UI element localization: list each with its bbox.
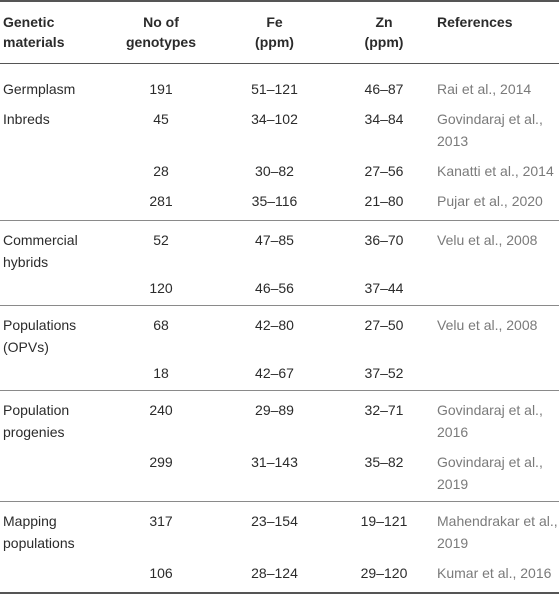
- cell-material: Populations (OPVs): [3, 317, 77, 355]
- table-row: Commercial hybrids 52 47–85 36–70 Velu e…: [0, 221, 559, 274]
- cell-reference: Velu et al., 2008: [437, 317, 538, 333]
- cell-genotypes: 68: [153, 317, 169, 333]
- cell-genotypes: 28: [153, 163, 169, 179]
- cell-material: Inbreds: [3, 111, 50, 127]
- header-no-of-genotypes: No of genotypes: [104, 0, 218, 64]
- cell-reference: [437, 273, 559, 306]
- table-row: Populations (OPVs) 68 42–80 27–50 Velu e…: [0, 306, 559, 359]
- table-row: Inbreds 45 34–102 34–84 Govindaraj et al…: [0, 100, 559, 152]
- cell-genotypes: 240: [149, 402, 173, 418]
- cell-zn: 35–82: [331, 443, 437, 502]
- cell-genotypes: 299: [104, 443, 218, 502]
- header-references: References: [437, 0, 559, 64]
- cell-material: [0, 443, 104, 502]
- header-no-of-genotypes-line1: No of: [143, 14, 179, 30]
- cell-reference: Mahendrakar et al., 2019: [437, 513, 558, 551]
- cell-genotypes: 52: [153, 232, 169, 248]
- cell-genotypes: 45: [153, 111, 169, 127]
- cell-material: Mapping populations: [3, 513, 75, 551]
- table-row: 120 46–56 37–44: [0, 273, 559, 306]
- cell-reference: Kanatti et al., 2014: [437, 163, 554, 179]
- cell-fe: 23–154: [251, 513, 298, 529]
- header-zn-line1: Zn: [375, 14, 393, 30]
- table-row: 106 28–124 29–120 Kumar et al., 2016: [0, 554, 559, 594]
- header-row: Genetic materials No of genotypes Fe (pp…: [0, 0, 559, 64]
- header-fe-line2: (ppm): [255, 34, 294, 50]
- cell-material: Germplasm: [3, 81, 76, 97]
- header-genetic-materials-line1: Genetic: [3, 14, 55, 30]
- cell-material: [0, 152, 104, 182]
- cell-material: [0, 358, 104, 391]
- cell-material: [0, 554, 104, 594]
- cell-fe: 30–82: [255, 163, 294, 179]
- table-row: Mapping populations 317 23–154 19–121 Ma…: [0, 502, 559, 555]
- cell-material: Commercial hybrids: [3, 232, 78, 270]
- cell-fe: 51–121: [251, 81, 298, 97]
- cell-fe: 34–102: [251, 111, 298, 127]
- cell-fe: 46–56: [218, 273, 331, 306]
- cell-zn: 27–50: [364, 317, 404, 333]
- cell-zn: 34–84: [364, 111, 404, 127]
- cell-reference: Velu et al., 2008: [437, 232, 538, 248]
- cell-genotypes: 18: [104, 358, 218, 391]
- cell-genotypes: 191: [149, 81, 173, 97]
- cell-zn: 19–121: [360, 513, 408, 529]
- header-fe: Fe (ppm): [218, 0, 331, 64]
- cell-reference: Pujar et al., 2020: [437, 182, 559, 221]
- cell-genotypes: 281: [104, 182, 218, 221]
- cell-fe: 29–89: [255, 402, 294, 418]
- cell-genotypes: 120: [104, 273, 218, 306]
- cell-zn: 29–120: [331, 554, 437, 594]
- table-row: 281 35–116 21–80 Pujar et al., 2020: [0, 182, 559, 221]
- cell-fe: 28–124: [218, 554, 331, 594]
- cell-zn: 37–52: [331, 358, 437, 391]
- cell-genotypes: 317: [149, 513, 173, 529]
- table-row: Germplasm 191 51–121 46–87 Rai et al., 2…: [0, 64, 559, 101]
- header-no-of-genotypes-line2: genotypes: [125, 34, 196, 50]
- cell-zn: 32–71: [364, 402, 404, 418]
- cell-reference: Kumar et al., 2016: [437, 554, 559, 594]
- header-genetic-materials-line2: materials: [3, 34, 65, 50]
- cell-reference: Rai et al., 2014: [437, 81, 532, 97]
- cell-material: [0, 273, 104, 306]
- cell-fe: 47–85: [255, 232, 294, 248]
- cell-zn: 27–56: [364, 163, 404, 179]
- cell-material: Population progenies: [3, 402, 70, 440]
- cell-reference: [437, 358, 559, 391]
- table-row: 299 31–143 35–82 Govindaraj et al., 2019: [0, 443, 559, 502]
- header-fe-line1: Fe: [266, 14, 283, 30]
- cell-zn: 46–87: [364, 81, 404, 97]
- cell-fe: 42–80: [255, 317, 294, 333]
- table-row: 28 30–82 27–56 Kanatti et al., 2014: [0, 152, 559, 182]
- cell-reference: Govindaraj et al., 2016: [437, 402, 543, 440]
- cell-zn: 21–80: [331, 182, 437, 221]
- table-row: Population progenies 240 29–89 32–71 Gov…: [0, 391, 559, 444]
- header-zn-line2: (ppm): [364, 34, 404, 50]
- header-zn: Zn (ppm): [331, 0, 437, 64]
- cell-zn: 36–70: [364, 232, 404, 248]
- cell-genotypes: 106: [104, 554, 218, 594]
- cell-material: [0, 182, 104, 221]
- header-genetic-materials: Genetic materials: [0, 0, 104, 64]
- cell-reference: Govindaraj et al., 2019: [437, 443, 559, 502]
- cell-fe: 42–67: [218, 358, 331, 391]
- cell-reference: Govindaraj et al., 2013: [437, 111, 543, 149]
- cell-zn: 37–44: [331, 273, 437, 306]
- table-row: 18 42–67 37–52: [0, 358, 559, 391]
- cell-fe: 35–116: [218, 182, 331, 221]
- cell-fe: 31–143: [218, 443, 331, 502]
